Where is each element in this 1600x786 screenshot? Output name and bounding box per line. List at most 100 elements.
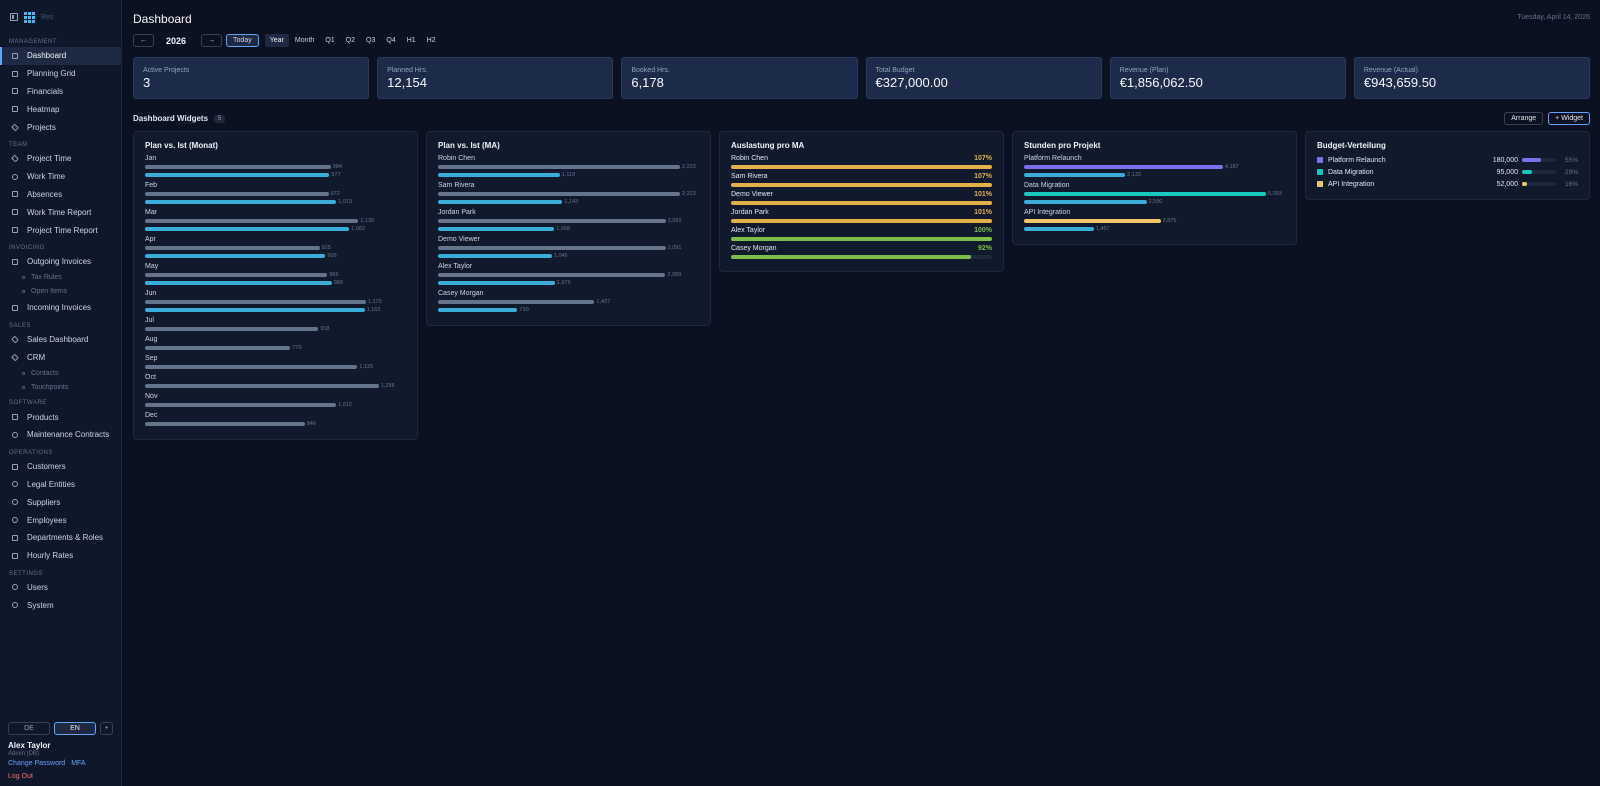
sidebar-item-dashboard[interactable]: Dashboard bbox=[0, 47, 121, 65]
period-option-year[interactable]: Year bbox=[264, 34, 289, 47]
period-option-month[interactable]: Month bbox=[294, 37, 315, 44]
sidebar-toggle-icon[interactable] bbox=[10, 13, 18, 21]
bar-line: 989 bbox=[145, 279, 406, 287]
sidebar-subitem-tax-rules[interactable]: Tax Rules bbox=[0, 271, 121, 285]
kpi-card-booked-hrs: Booked Hrs. 6,178 bbox=[621, 57, 858, 99]
sidebar-item-maintenance-contracts[interactable]: Maintenance Contracts bbox=[0, 426, 121, 444]
lang-de-button[interactable]: DE bbox=[8, 722, 50, 735]
sidebar-item-work-time[interactable]: Work Time bbox=[0, 168, 121, 186]
next-year-button[interactable]: → bbox=[201, 34, 223, 47]
sidebar-item-projects[interactable]: Projects bbox=[0, 118, 121, 136]
data-label: 1,170 bbox=[367, 299, 382, 305]
kpi-value: €327,000.00 bbox=[875, 75, 948, 90]
sidebar-item-hourly-rates[interactable]: Hourly Rates bbox=[0, 547, 121, 565]
period-option-q1[interactable]: Q1 bbox=[325, 37, 335, 44]
sidebar-item-label: Hourly Rates bbox=[27, 551, 74, 561]
legend-swatch bbox=[1317, 157, 1323, 163]
chart-group: Casey Morgan 1,437 730 bbox=[438, 289, 699, 314]
category-label: Platform Relaunch bbox=[1024, 155, 1082, 162]
period-option-q3[interactable]: Q3 bbox=[366, 37, 376, 44]
chart-group: Sep 1,125 bbox=[145, 354, 406, 371]
widget-title: Budget-Verteilung bbox=[1317, 141, 1386, 150]
sidebar-subitem-touchpoints[interactable]: Touchpoints bbox=[0, 380, 121, 394]
chart-group: Jan 984 977 bbox=[145, 154, 406, 179]
sidebar-item-incoming-invoices[interactable]: Incoming Invoices bbox=[0, 299, 121, 317]
diamond-icon bbox=[11, 123, 19, 131]
budget-row: Platform Relaunch 180,000 55% bbox=[1317, 154, 1578, 166]
add-widget-button[interactable]: + Widget bbox=[1548, 112, 1590, 125]
sidebar-item-project-time-report[interactable]: Project Time Report bbox=[0, 221, 121, 239]
prev-year-button[interactable]: ← bbox=[133, 34, 154, 47]
bar-line: 918 bbox=[145, 325, 406, 333]
logout-link[interactable]: Log Out bbox=[8, 773, 33, 780]
sidebar-item-suppliers[interactable]: Suppliers bbox=[0, 493, 121, 511]
list-icon bbox=[12, 209, 18, 216]
bar-line: 1,130 bbox=[145, 217, 406, 225]
utilization-track bbox=[731, 183, 992, 187]
employee-name: Alex Taylor bbox=[731, 227, 766, 234]
utilization-header: Alex Taylor 100% bbox=[731, 226, 992, 236]
kpi-card-total-budget: Total Budget €327,000.00 bbox=[865, 57, 1102, 99]
data-label: 925 bbox=[321, 245, 331, 251]
actual-bar bbox=[145, 227, 350, 231]
sidebar-subitem-open-items[interactable]: Open Items bbox=[0, 285, 121, 299]
sidebar-item-label: Maintenance Contracts bbox=[27, 430, 110, 440]
sidebar-item-label: Products bbox=[27, 412, 59, 422]
period-option-q4[interactable]: Q4 bbox=[386, 37, 396, 44]
utilization-bar bbox=[731, 165, 992, 169]
sidebar-item-heatmap[interactable]: Heatmap bbox=[0, 100, 121, 118]
sidebar-item-work-time-report[interactable]: Work Time Report bbox=[0, 203, 121, 221]
widget-plan-ist-month: Plan vs. Ist (Monat) Jan 984 977 Feb 972 1,01… bbox=[133, 131, 418, 440]
mfa-link[interactable]: MFA bbox=[71, 760, 86, 767]
theme-toggle-button[interactable]: • bbox=[100, 722, 113, 735]
sidebar-item-planning-grid[interactable]: Planning Grid bbox=[0, 65, 121, 83]
widget-stunden-projekt: Stunden pro Projekt Platform Relaunch 4,1… bbox=[1012, 131, 1297, 245]
today-button[interactable]: Today bbox=[226, 34, 259, 47]
change-password-link[interactable]: Change Password bbox=[8, 760, 66, 767]
sidebar-item-legal-entities[interactable]: Legal Entities bbox=[0, 476, 121, 494]
plan-bar bbox=[145, 246, 320, 250]
sidebar-item-system[interactable]: System bbox=[0, 596, 121, 614]
data-label: 846 bbox=[306, 421, 316, 427]
sidebar-item-crm[interactable]: CRM bbox=[0, 348, 121, 366]
chart-group: Platform Relaunch 4,187 2,132 bbox=[1024, 154, 1285, 179]
sidebar-item-customers[interactable]: Customers bbox=[0, 458, 121, 476]
sidebar-item-financials[interactable]: Financials bbox=[0, 83, 121, 101]
sidebar-item-products[interactable]: Products bbox=[0, 408, 121, 426]
sidebar-item-employees[interactable]: Employees bbox=[0, 511, 121, 529]
bar-line: 977 bbox=[145, 171, 406, 179]
chart-group: Demo Viewer 2,091 1,046 bbox=[438, 235, 699, 260]
bar-line: 2,223 bbox=[438, 190, 699, 198]
chart-group: Alex Taylor 2,089 1,075 bbox=[438, 262, 699, 287]
bar-line: 984 bbox=[145, 163, 406, 171]
chart-group: Dec 846 bbox=[145, 411, 406, 428]
sidebar-item-sales-dashboard[interactable]: Sales Dashboard bbox=[0, 331, 121, 349]
bar-line: 972 bbox=[145, 190, 406, 198]
customers-icon bbox=[12, 463, 18, 470]
data-label: 2,875 bbox=[1162, 218, 1177, 224]
section-label: OPERATIONS bbox=[9, 449, 53, 456]
bar-line: 1,238 bbox=[145, 382, 406, 390]
logo-text: Res bbox=[41, 13, 54, 21]
budget-value: 52,000 bbox=[1496, 180, 1518, 188]
sidebar-item-project-time[interactable]: Project Time bbox=[0, 150, 121, 168]
plan-bar bbox=[145, 165, 331, 169]
sidebar-subitem-contacts[interactable]: Contacts bbox=[0, 366, 121, 380]
data-label: 1,119 bbox=[561, 172, 576, 178]
arrange-button[interactable]: Arrange bbox=[1504, 112, 1544, 125]
sidebar-item-departments-roles[interactable]: Departments & Roles bbox=[0, 529, 121, 547]
plan-bar bbox=[145, 365, 358, 369]
chart-group: Apr 925 956 bbox=[145, 235, 406, 260]
budget-row: API Integration 52,000 16% bbox=[1317, 178, 1578, 190]
category-label: Sam Rivera bbox=[438, 182, 475, 189]
sidebar-item-absences[interactable]: Absences bbox=[0, 186, 121, 204]
period-option-h1[interactable]: H1 bbox=[406, 37, 416, 44]
period-option-h2[interactable]: H2 bbox=[426, 37, 436, 44]
kpi-label: Revenue (Actual) bbox=[1363, 67, 1418, 74]
sidebar-item-users[interactable]: Users bbox=[0, 579, 121, 597]
lang-en-button[interactable]: EN bbox=[54, 722, 96, 735]
period-option-q2[interactable]: Q2 bbox=[345, 37, 356, 44]
plan-bar bbox=[145, 327, 319, 331]
widgets-header: Dashboard Widgets 5 Arrange + Widget bbox=[133, 112, 1590, 125]
sidebar-item-outgoing-invoices[interactable]: Outgoing Invoices bbox=[0, 253, 121, 271]
